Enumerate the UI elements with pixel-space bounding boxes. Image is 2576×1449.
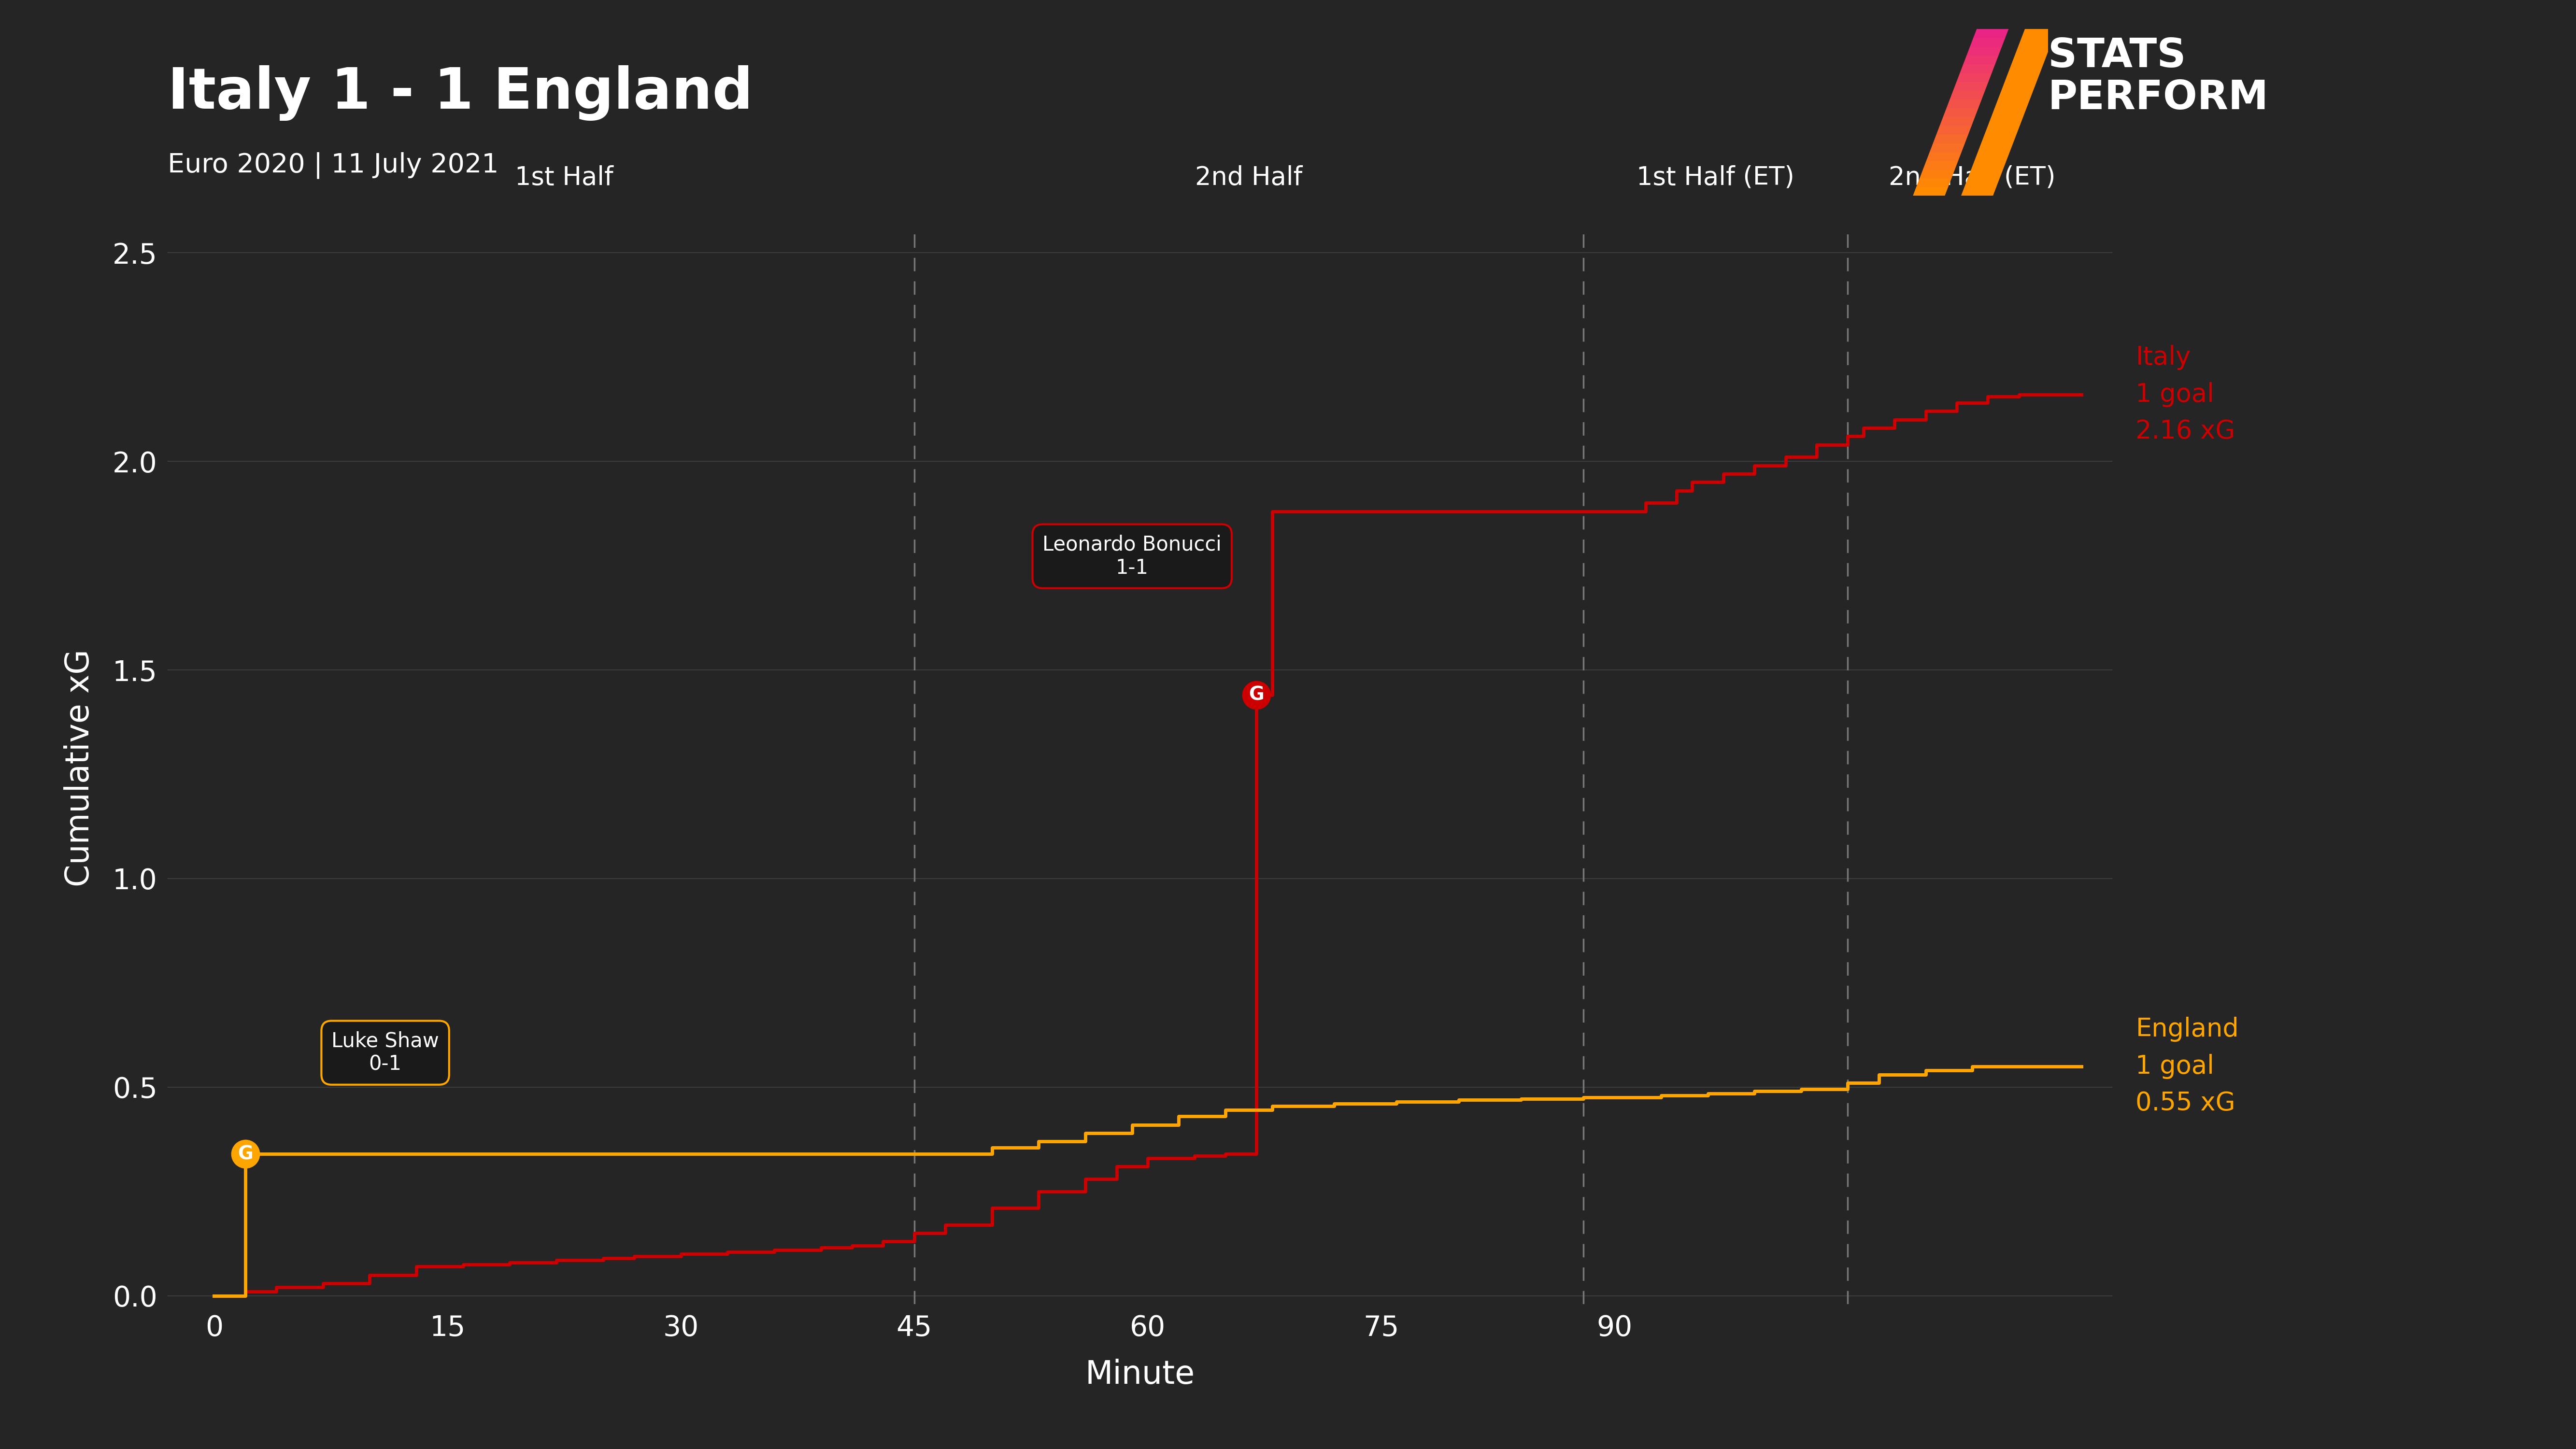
Text: Leonardo Bonucci
1-1: Leonardo Bonucci 1-1 (1043, 535, 1221, 578)
Polygon shape (1973, 29, 2009, 38)
Polygon shape (1929, 143, 1965, 152)
Text: Euro 2020 | 11 July 2021: Euro 2020 | 11 July 2021 (167, 152, 500, 180)
Text: Italy 1 - 1 England: Italy 1 - 1 England (167, 65, 752, 120)
Polygon shape (1917, 178, 1950, 187)
Text: Italy
1 goal
2.16 xG: Italy 1 goal 2.16 xG (2136, 345, 2236, 443)
Text: 2nd Half: 2nd Half (1195, 165, 1303, 190)
Polygon shape (1927, 152, 1960, 161)
Polygon shape (1924, 161, 1958, 170)
Polygon shape (1963, 55, 1999, 64)
X-axis label: Minute: Minute (1084, 1359, 1195, 1391)
Polygon shape (1953, 81, 1989, 90)
Polygon shape (1950, 90, 1984, 99)
Text: G: G (237, 1145, 252, 1164)
Text: STATS
PERFORM: STATS PERFORM (2048, 36, 2269, 117)
Polygon shape (1978, 20, 2012, 29)
Text: 1st Half: 1st Half (515, 165, 613, 190)
Text: Luke Shaw
0-1: Luke Shaw 0-1 (332, 1030, 438, 1075)
Text: 1st Half (ET): 1st Half (ET) (1636, 165, 1795, 190)
Polygon shape (1914, 187, 1947, 196)
Text: 2nd Half (ET): 2nd Half (ET) (1888, 165, 2056, 190)
Polygon shape (1919, 170, 1955, 178)
Polygon shape (1935, 135, 1968, 143)
Text: England
1 goal
0.55 xG: England 1 goal 0.55 xG (2136, 1017, 2239, 1116)
Polygon shape (1942, 107, 1978, 117)
Text: G: G (1249, 685, 1265, 704)
Polygon shape (1971, 38, 2004, 46)
Polygon shape (1937, 126, 1971, 135)
Y-axis label: Cumulative xG: Cumulative xG (64, 649, 95, 887)
Polygon shape (1958, 72, 1991, 81)
Polygon shape (1940, 117, 1976, 126)
Polygon shape (1960, 29, 2056, 196)
Polygon shape (1947, 99, 1981, 107)
Polygon shape (1968, 46, 2002, 55)
Polygon shape (1960, 64, 1994, 72)
